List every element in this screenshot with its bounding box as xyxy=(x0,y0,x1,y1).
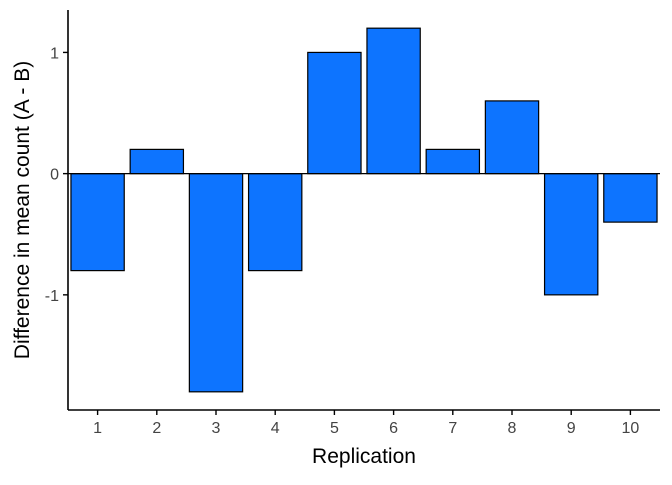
bar-8 xyxy=(484,100,540,175)
x-tick-label: 5 xyxy=(330,420,339,437)
bar-5 xyxy=(307,51,362,175)
x-axis-title: Replication xyxy=(312,445,416,468)
x-tick-label: 8 xyxy=(508,420,517,437)
x-tick-label: 1 xyxy=(93,420,102,437)
x-tick-label: 9 xyxy=(567,420,576,437)
x-tick-label: 10 xyxy=(622,420,640,437)
bar-2 xyxy=(129,148,185,175)
axes-layer xyxy=(67,10,660,411)
y-tick-label: 0 xyxy=(50,167,59,184)
bar-10 xyxy=(603,173,658,223)
x-ticks-layer: 1 2 3 4 5 6 7 8 9 10 xyxy=(93,410,639,437)
bar-1 xyxy=(70,173,125,272)
x-tick-label: 2 xyxy=(152,420,161,437)
x-tick-label: 7 xyxy=(448,420,457,437)
y-tick-label: 1 xyxy=(50,45,59,62)
bar-3 xyxy=(188,173,244,393)
bar-7 xyxy=(425,148,481,175)
bar-4 xyxy=(247,173,303,272)
bars-layer xyxy=(70,27,658,393)
x-tick-label: 6 xyxy=(389,420,398,437)
x-tick-label: 4 xyxy=(271,420,280,437)
x-tick-label: 3 xyxy=(212,420,221,437)
bar-6 xyxy=(366,27,421,175)
y-ticks-layer: -1 0 1 xyxy=(45,45,68,305)
bar-9 xyxy=(543,173,599,296)
y-tick-label: -1 xyxy=(45,288,59,305)
y-axis-title: Difference in mean count (A - B) xyxy=(11,61,34,359)
